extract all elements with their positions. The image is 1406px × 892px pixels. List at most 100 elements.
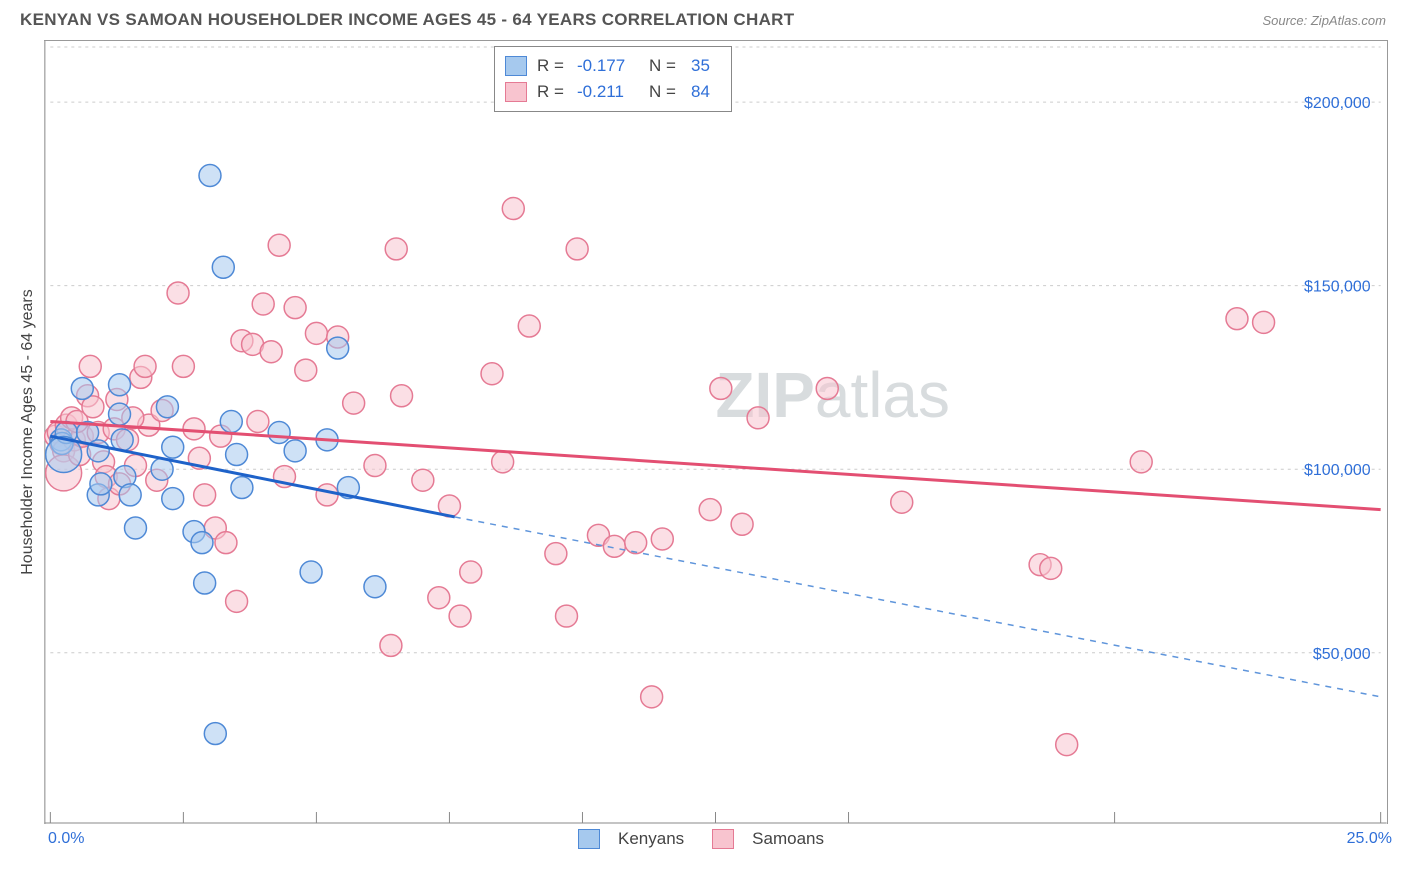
data-point-samoans — [412, 469, 434, 491]
y-tick-label: $200,000 — [1304, 95, 1371, 112]
legend-r-label: R = — [537, 56, 577, 76]
legend-entry: Kenyans — [578, 829, 688, 849]
trend-line-samoans — [50, 421, 1380, 509]
data-point-samoans — [747, 407, 769, 429]
source-value: ZipAtlas.com — [1311, 13, 1386, 28]
legend-series: Kenyans Samoans — [578, 829, 828, 849]
data-point-samoans — [268, 234, 290, 256]
x-max-label: 25.0% — [1347, 830, 1392, 848]
data-point-kenyans — [226, 444, 248, 466]
data-point-kenyans — [327, 337, 349, 359]
data-point-kenyans — [125, 517, 147, 539]
data-point-samoans — [556, 605, 578, 627]
data-point-samoans — [603, 535, 625, 557]
chart-title: KENYAN VS SAMOAN HOUSEHOLDER INCOME AGES… — [20, 10, 794, 30]
legend-swatch — [505, 82, 527, 102]
data-point-samoans — [316, 484, 338, 506]
legend-swatch — [712, 829, 734, 849]
data-point-kenyans — [268, 422, 290, 444]
data-point-samoans — [167, 282, 189, 304]
data-point-samoans — [385, 238, 407, 260]
data-point-kenyans — [71, 377, 93, 399]
legend-stats-box: R =-0.177N =35R =-0.211N =84 — [494, 46, 732, 112]
data-point-samoans — [731, 513, 753, 535]
data-point-samoans — [545, 543, 567, 565]
data-point-samoans — [625, 532, 647, 554]
legend-stats-row: R =-0.211N =84 — [505, 79, 721, 105]
data-point-kenyans — [162, 488, 184, 510]
data-point-samoans — [194, 484, 216, 506]
data-point-samoans — [364, 455, 386, 477]
data-point-samoans — [252, 293, 274, 315]
data-point-samoans — [284, 297, 306, 319]
legend-r-label: R = — [537, 82, 577, 102]
data-point-samoans — [891, 491, 913, 513]
data-point-kenyans — [109, 374, 131, 396]
data-point-samoans — [343, 392, 365, 414]
x-min-label: 0.0% — [48, 830, 84, 848]
data-point-samoans — [710, 377, 732, 399]
data-point-samoans — [380, 634, 402, 656]
data-point-samoans — [518, 315, 540, 337]
source-prefix: Source: — [1262, 13, 1310, 28]
data-point-samoans — [295, 359, 317, 381]
data-point-samoans — [215, 532, 237, 554]
data-point-kenyans — [90, 473, 112, 495]
data-point-samoans — [428, 587, 450, 609]
data-point-samoans — [1130, 451, 1152, 473]
data-point-samoans — [816, 377, 838, 399]
data-point-kenyans — [204, 723, 226, 745]
data-point-kenyans — [220, 410, 242, 432]
data-point-samoans — [391, 385, 413, 407]
data-point-samoans — [183, 418, 205, 440]
data-point-samoans — [460, 561, 482, 583]
data-point-samoans — [172, 355, 194, 377]
data-point-kenyans — [109, 403, 131, 425]
legend-n-label: N = — [649, 82, 691, 102]
chart-source: Source: ZipAtlas.com — [1262, 13, 1386, 28]
data-point-kenyans — [191, 532, 213, 554]
legend-n-value: 84 — [691, 82, 721, 102]
data-point-kenyans — [156, 396, 178, 418]
legend-stats-row: R =-0.177N =35 — [505, 53, 721, 79]
y-tick-label: $150,000 — [1304, 279, 1371, 296]
data-point-kenyans — [300, 561, 322, 583]
data-point-samoans — [79, 355, 101, 377]
y-tick-label: $50,000 — [1313, 646, 1371, 663]
data-point-samoans — [449, 605, 471, 627]
data-point-samoans — [502, 198, 524, 220]
legend-n-label: N = — [649, 56, 691, 76]
data-point-kenyans — [199, 165, 221, 187]
scatter-plot: $50,000$100,000$150,000$200,000ZIPatlas — [44, 40, 1388, 824]
data-point-samoans — [481, 363, 503, 385]
data-point-kenyans — [231, 477, 253, 499]
data-point-samoans — [260, 341, 282, 363]
data-point-samoans — [226, 590, 248, 612]
x-axis-bar: 0.0% Kenyans Samoans 25.0% — [48, 830, 1392, 848]
y-tick-label: $100,000 — [1304, 462, 1371, 479]
data-point-kenyans — [284, 440, 306, 462]
data-point-samoans — [641, 686, 663, 708]
legend-swatch — [505, 56, 527, 76]
data-point-samoans — [566, 238, 588, 260]
legend-series-label: Samoans — [752, 829, 824, 849]
data-point-kenyans — [364, 576, 386, 598]
data-point-samoans — [492, 451, 514, 473]
legend-swatch — [578, 829, 600, 849]
legend-r-value: -0.177 — [577, 56, 649, 76]
data-point-samoans — [1040, 557, 1062, 579]
data-point-samoans — [305, 322, 327, 344]
data-point-kenyans — [119, 484, 141, 506]
chart-area: Householder Income Ages 45 - 64 years $5… — [44, 40, 1392, 824]
data-point-samoans — [1253, 311, 1275, 333]
data-point-samoans — [1226, 308, 1248, 330]
y-axis-label: Householder Income Ages 45 - 64 years — [19, 289, 37, 575]
data-point-kenyans — [162, 436, 184, 458]
data-point-samoans — [651, 528, 673, 550]
data-point-kenyans — [212, 256, 234, 278]
legend-n-value: 35 — [691, 56, 721, 76]
legend-series-label: Kenyans — [618, 829, 684, 849]
data-point-samoans — [247, 410, 269, 432]
legend-r-value: -0.211 — [577, 82, 649, 102]
data-point-samoans — [1056, 734, 1078, 756]
